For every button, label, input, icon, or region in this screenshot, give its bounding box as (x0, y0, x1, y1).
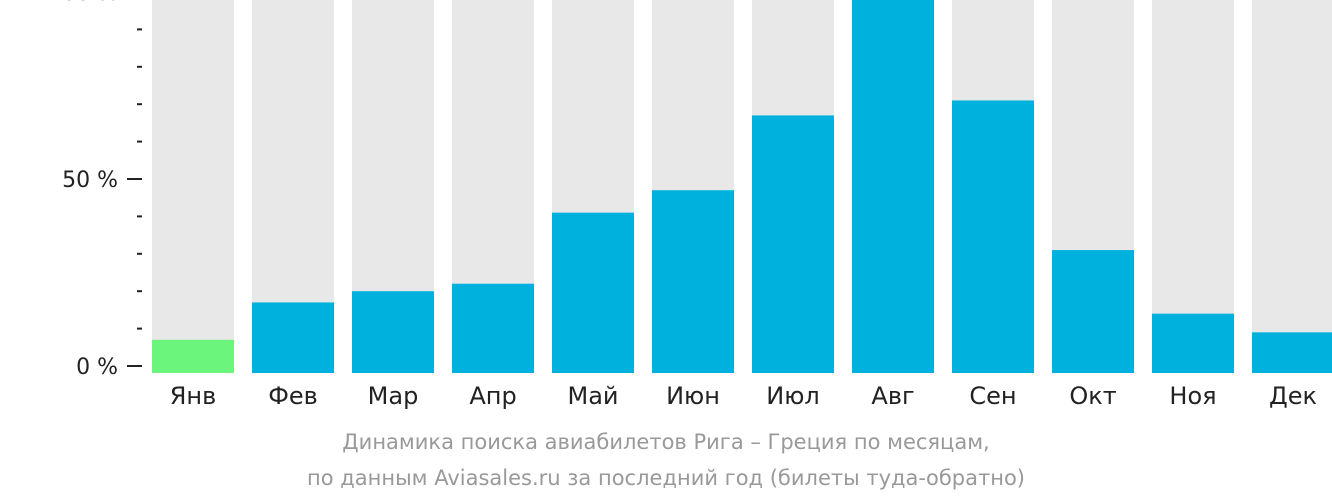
y-tick-label: 0 % (76, 355, 118, 380)
x-tick-label: Июл (766, 382, 820, 410)
y-tick-label: 50 % (62, 168, 118, 193)
x-tick-label: Авг (871, 382, 914, 410)
x-tick-label: Янв (170, 382, 217, 410)
bar-Апр (452, 283, 534, 373)
x-tick-label: Июн (666, 382, 720, 410)
bar-Авг (852, 0, 934, 373)
chart-caption-line-1: Динамика поиска авиабилетов Рига – Греци… (342, 430, 990, 454)
x-tick-label: Окт (1069, 382, 1116, 410)
chart-caption-line-2: по данным Aviasales.ru за последний год … (307, 466, 1025, 490)
y-axis: 0 % 50 % 100 % (48, 0, 142, 380)
bars (152, 0, 1332, 374)
bar-background (1252, 0, 1332, 373)
x-tick-label: Дек (1269, 382, 1317, 410)
bar-Окт (1052, 250, 1134, 373)
x-tick-label: Май (567, 382, 618, 410)
bar-Фев (252, 302, 334, 373)
bar-Янв (152, 339, 234, 373)
x-tick-label: Фев (268, 382, 318, 410)
x-tick-label: Сен (969, 382, 1016, 410)
bar-background (1152, 0, 1234, 373)
bar-Мар (352, 291, 434, 373)
bar-chart: 0 % 50 % 100 % Янв Фев Мар Апр Май Июн Июл Авг Сен… (48, 0, 1332, 410)
y-tick-label: 100 % (48, 0, 118, 6)
bar-Ноя (1152, 313, 1234, 373)
x-tick-label: Ноя (1169, 382, 1216, 410)
bar-Сен (952, 100, 1034, 374)
x-tick-label: Мар (368, 382, 419, 410)
x-axis-labels: Янв Фев Мар Апр Май Июн Июл Авг Сен Окт Ноя Дек (170, 382, 1317, 410)
bar-Дек (1252, 332, 1332, 373)
bar-Июл (752, 115, 834, 374)
bar-Июн (652, 190, 734, 373)
x-tick-label: Апр (469, 382, 516, 410)
bar-background (152, 0, 234, 373)
bar-Май (552, 212, 634, 373)
